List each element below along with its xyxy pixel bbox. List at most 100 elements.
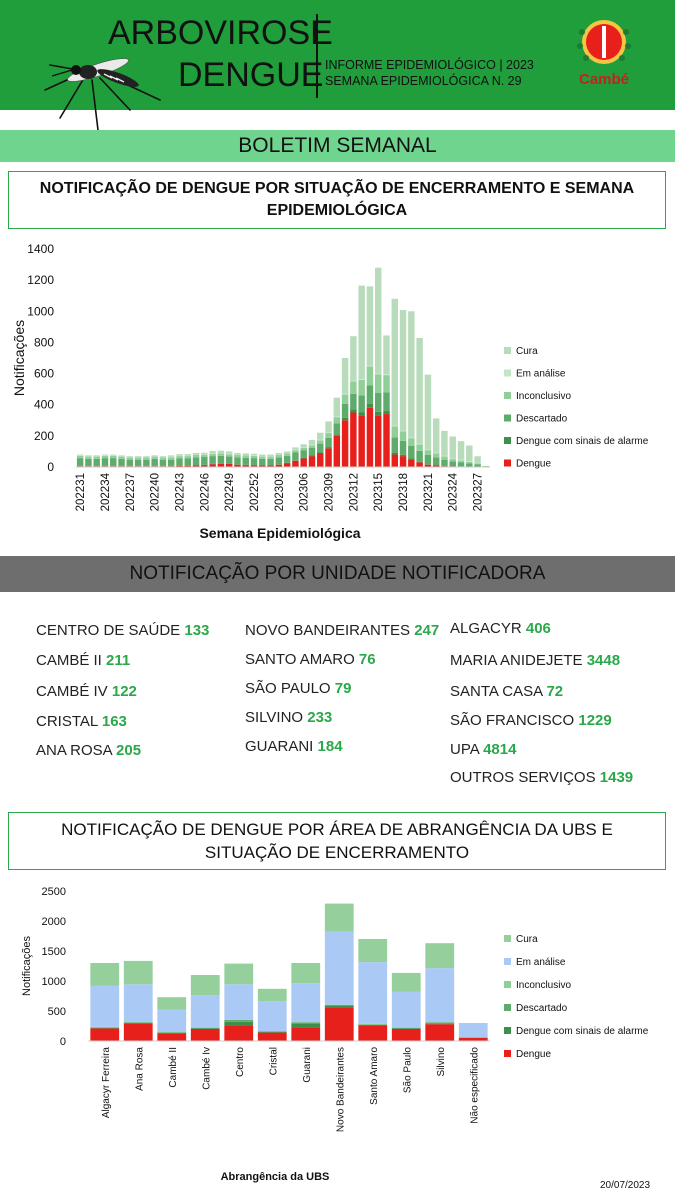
bar-segment <box>325 433 332 438</box>
bar-segment <box>425 1022 455 1024</box>
bar-segment <box>341 420 349 467</box>
bar-segment <box>217 463 225 467</box>
x-tick-label: Guarani <box>302 1047 313 1083</box>
bar-segment <box>350 412 357 467</box>
bar-segment <box>234 464 241 467</box>
bar-segment <box>123 1023 153 1041</box>
bar-segment <box>424 464 432 467</box>
bar-segment <box>374 374 382 394</box>
bar-segment <box>250 453 258 456</box>
bar-segment <box>118 455 125 457</box>
bar-segment <box>425 1024 455 1041</box>
bar-segment <box>110 454 117 456</box>
bar-segment <box>466 461 473 464</box>
bar-segment <box>424 449 432 451</box>
bar-segment <box>259 456 266 459</box>
bar-segment <box>324 931 354 1005</box>
bar-segment <box>234 452 241 455</box>
bar-segment <box>192 452 200 455</box>
bar-segment <box>391 425 399 427</box>
bar-segment <box>143 459 150 466</box>
bar-segment <box>449 459 456 462</box>
bar-segment <box>449 436 456 459</box>
bar-segment <box>449 458 456 460</box>
bar-segment <box>317 443 324 453</box>
bar-segment <box>134 459 142 466</box>
unit-value: 1229 <box>578 712 612 729</box>
bar-segment <box>408 445 415 459</box>
bar-segment <box>408 458 415 460</box>
bar-segment <box>259 458 266 466</box>
header-divider <box>316 14 318 98</box>
bar-segment <box>90 1027 120 1028</box>
bar-segment <box>283 451 291 453</box>
bar-segment <box>416 461 423 463</box>
bar-segment <box>126 457 134 460</box>
bar-segment <box>350 381 357 394</box>
x-tick-label: 202315 <box>373 473 385 511</box>
bar-segment <box>76 455 84 459</box>
bar-segment <box>416 462 423 467</box>
unit-value: 233 <box>307 709 333 726</box>
bar-segment <box>217 453 225 456</box>
bar-segment <box>242 457 249 465</box>
unit-value: 4814 <box>483 741 517 758</box>
bar-segment <box>292 452 299 461</box>
footer-date: 20/07/2023 <box>600 1180 651 1191</box>
bar-segment <box>151 458 158 466</box>
unit-name: ANA ROSA <box>36 742 117 759</box>
bar-segment <box>143 457 150 460</box>
bar-segment <box>416 337 423 444</box>
bar-segment <box>93 458 100 466</box>
bar-segment <box>123 1022 153 1023</box>
unit-item: MARIA ANIDEJETE 3448 <box>450 652 620 669</box>
legend-swatch <box>504 437 511 444</box>
bar-segment <box>209 453 216 457</box>
unit-item: GUARANI 184 <box>245 738 343 755</box>
y-tick-label: 1000 <box>27 304 54 318</box>
unit-value: 76 <box>358 651 376 668</box>
bar-segment <box>325 421 332 433</box>
bar-segment <box>366 385 374 404</box>
x-tick-label: Cambé II <box>168 1047 179 1088</box>
bar-segment <box>416 443 423 445</box>
legend-swatch <box>504 981 511 988</box>
bar-segment <box>267 458 274 466</box>
unit-value: 79 <box>334 680 352 697</box>
bar-segment <box>350 393 357 410</box>
bar-segment <box>333 423 341 435</box>
unit-item: NOVO BANDEIRANTES 247 <box>245 622 439 639</box>
bar-segment <box>123 960 153 985</box>
bar-segment <box>474 456 481 463</box>
bar-segment <box>358 415 365 467</box>
bar-segment <box>399 310 407 431</box>
bar-segment <box>126 459 134 466</box>
bar-segment <box>308 456 316 467</box>
y-tick-label: 0 <box>60 1036 66 1048</box>
unit-name: CAMBÉ II <box>36 652 107 669</box>
bar-segment <box>383 375 390 393</box>
unit-value: 72 <box>546 683 564 700</box>
legend-label: Descartado <box>516 1003 568 1014</box>
header-title-line1: ARBOVIROSE <box>108 14 333 52</box>
bar-segment <box>308 444 316 446</box>
bar-segment <box>399 454 407 457</box>
bar-segment <box>225 456 233 464</box>
bar-segment <box>242 465 249 467</box>
unit-value: 163 <box>101 713 127 730</box>
y-tick-label: 600 <box>34 367 54 381</box>
bar-segment <box>383 335 390 375</box>
bar-segment <box>267 454 274 457</box>
unit-item: UPA 4814 <box>450 741 516 758</box>
bar-segment <box>383 414 390 467</box>
unit-name: ALGACYR <box>450 620 526 637</box>
header-title-line2: DENGUE <box>178 56 324 94</box>
mosquito-icon <box>44 58 161 131</box>
bar-segment <box>234 455 241 458</box>
bar-segment <box>416 444 423 451</box>
bar-segment <box>317 432 324 440</box>
bar-segment <box>257 1001 287 1032</box>
x-tick-label: 202324 <box>448 472 460 511</box>
bar-segment <box>259 454 266 457</box>
unit-item: SÃO FRANCISCO 1229 <box>450 712 612 729</box>
